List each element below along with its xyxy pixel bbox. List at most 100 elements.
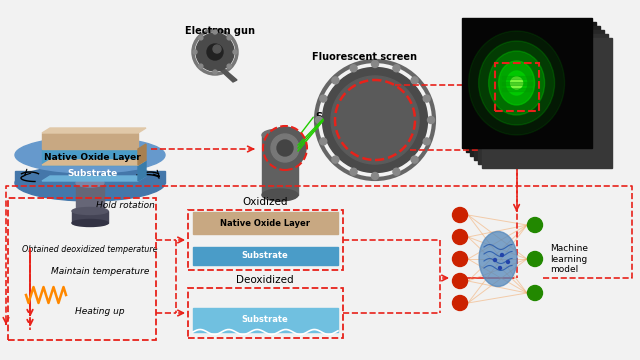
Text: Oxidized: Oxidized	[243, 197, 288, 207]
Text: Deoxidized: Deoxidized	[236, 275, 294, 285]
Bar	[466, 22, 596, 152]
Circle shape	[199, 36, 203, 40]
Circle shape	[332, 156, 339, 163]
Bar	[495, 63, 539, 111]
Text: Fluorescent screen: Fluorescent screen	[312, 52, 417, 62]
Bar	[72, 211, 108, 223]
Ellipse shape	[499, 61, 534, 105]
Ellipse shape	[262, 129, 298, 141]
Polygon shape	[138, 144, 146, 165]
Bar	[188, 210, 343, 270]
Bar	[76, 183, 104, 211]
Bar	[262, 135, 298, 195]
Circle shape	[452, 296, 467, 310]
Ellipse shape	[196, 33, 234, 71]
Ellipse shape	[507, 71, 527, 95]
Ellipse shape	[468, 31, 564, 135]
Ellipse shape	[331, 76, 419, 164]
Circle shape	[316, 117, 323, 123]
Circle shape	[452, 274, 467, 288]
Circle shape	[320, 138, 327, 145]
Circle shape	[350, 65, 357, 72]
Bar	[193, 247, 338, 265]
Circle shape	[213, 30, 217, 34]
Bar	[42, 133, 138, 149]
Ellipse shape	[277, 140, 293, 156]
Ellipse shape	[488, 51, 545, 115]
Circle shape	[527, 252, 543, 266]
Ellipse shape	[15, 165, 165, 201]
Circle shape	[411, 77, 418, 84]
Polygon shape	[138, 160, 146, 181]
Circle shape	[199, 64, 203, 68]
Bar	[42, 149, 138, 165]
Circle shape	[393, 168, 400, 175]
Circle shape	[371, 60, 378, 68]
Bar	[470, 26, 600, 156]
Circle shape	[411, 156, 418, 163]
Circle shape	[527, 285, 543, 301]
Bar	[478, 34, 608, 164]
Ellipse shape	[264, 127, 306, 169]
Circle shape	[452, 252, 467, 266]
Ellipse shape	[479, 231, 517, 287]
Bar	[502, 76, 532, 79]
Text: Hold rotation: Hold rotation	[95, 201, 154, 210]
Polygon shape	[42, 176, 146, 181]
Circle shape	[213, 70, 217, 74]
Ellipse shape	[72, 220, 108, 226]
Circle shape	[423, 95, 430, 102]
Circle shape	[423, 138, 430, 145]
Circle shape	[393, 65, 400, 72]
Circle shape	[213, 45, 221, 53]
Text: Machine
learning
model: Machine learning model	[550, 244, 588, 274]
Circle shape	[207, 44, 223, 60]
Bar	[8, 198, 156, 340]
Polygon shape	[42, 128, 146, 133]
Bar	[15, 171, 165, 183]
Text: Native Oxide Layer: Native Oxide Layer	[220, 219, 310, 228]
Ellipse shape	[76, 179, 104, 187]
Bar	[502, 88, 532, 91]
Circle shape	[350, 168, 357, 175]
Text: Sample: Sample	[315, 112, 356, 122]
Circle shape	[499, 266, 502, 270]
Circle shape	[233, 50, 237, 54]
Text: Obtained deoxidized temperature: Obtained deoxidized temperature	[22, 246, 157, 255]
Circle shape	[320, 95, 327, 102]
Circle shape	[511, 77, 523, 89]
Circle shape	[452, 230, 467, 244]
Circle shape	[452, 207, 467, 222]
Text: Heating up: Heating up	[75, 307, 125, 316]
Circle shape	[428, 117, 435, 123]
Ellipse shape	[72, 207, 108, 215]
Circle shape	[506, 261, 509, 264]
Polygon shape	[220, 68, 237, 82]
Ellipse shape	[271, 134, 299, 162]
Ellipse shape	[15, 137, 165, 173]
Ellipse shape	[262, 189, 298, 201]
Circle shape	[227, 36, 231, 40]
Ellipse shape	[323, 68, 428, 172]
Bar	[502, 82, 532, 85]
Circle shape	[227, 64, 231, 68]
Bar	[193, 212, 338, 234]
Text: Substrate: Substrate	[242, 252, 289, 261]
Bar	[188, 288, 343, 338]
Circle shape	[527, 217, 543, 233]
Circle shape	[500, 253, 504, 256]
Bar	[482, 38, 612, 168]
Text: Maintain temperature: Maintain temperature	[51, 267, 149, 276]
Circle shape	[193, 50, 197, 54]
Text: Electron gun: Electron gun	[185, 26, 255, 36]
Text: Native Oxide Layer: Native Oxide Layer	[44, 153, 140, 162]
Polygon shape	[42, 160, 146, 165]
Circle shape	[493, 258, 497, 261]
Text: Substrate: Substrate	[242, 315, 289, 324]
Bar	[474, 30, 604, 160]
Circle shape	[371, 172, 378, 180]
Bar	[462, 18, 592, 148]
Circle shape	[332, 77, 339, 84]
Text: Substrate: Substrate	[67, 168, 117, 177]
Ellipse shape	[479, 41, 555, 125]
